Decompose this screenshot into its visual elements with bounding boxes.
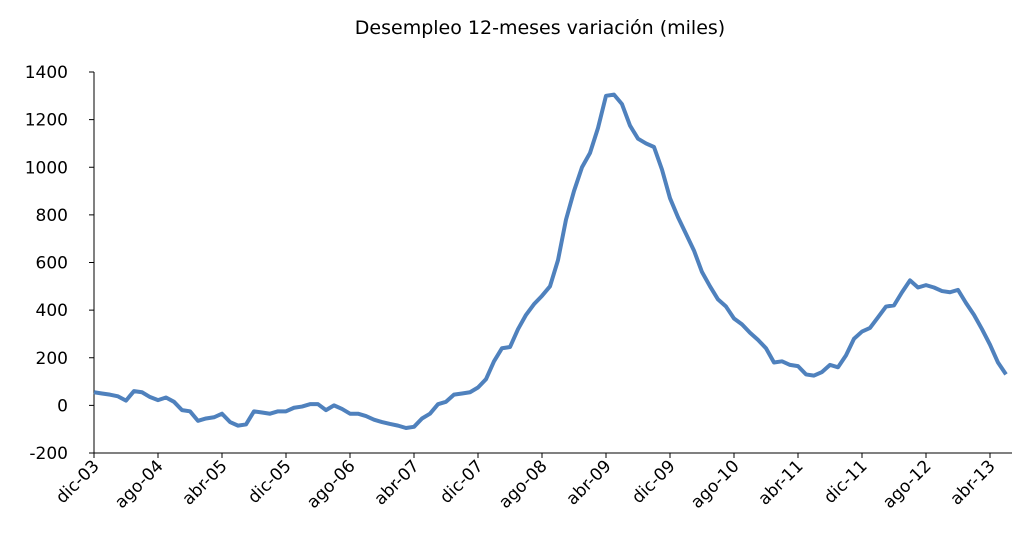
x-tick-label: dic-03 bbox=[52, 456, 103, 507]
y-tick-label: 600 bbox=[36, 254, 68, 274]
x-tick-label: ago-06 bbox=[303, 456, 359, 512]
x-tick-label: abr-13 bbox=[947, 456, 1000, 509]
x-tick-label: dic-09 bbox=[628, 456, 679, 507]
x-tick-label: ago-04 bbox=[111, 456, 167, 512]
y-tick-label: 1400 bbox=[25, 63, 68, 83]
x-tick-label: ago-12 bbox=[879, 456, 935, 512]
chart-title: Desempleo 12-meses variación (miles) bbox=[355, 17, 725, 39]
y-tick-label: 1200 bbox=[25, 111, 68, 131]
x-tick-label: ago-08 bbox=[495, 456, 551, 512]
y-tick-label: 400 bbox=[36, 301, 68, 321]
y-tick-label: 0 bbox=[57, 396, 68, 416]
y-tick-label: 1000 bbox=[25, 158, 68, 178]
x-tick-label: abr-11 bbox=[755, 456, 808, 509]
x-tick-label: abr-07 bbox=[371, 456, 424, 509]
x-tick-label: abr-09 bbox=[563, 456, 616, 509]
y-tick-label: 800 bbox=[36, 206, 68, 226]
x-tick-label: dic-07 bbox=[436, 456, 487, 507]
x-tick-label: dic-11 bbox=[820, 456, 871, 507]
x-tick-label: dic-05 bbox=[244, 456, 295, 507]
y-tick-label: 200 bbox=[36, 349, 68, 369]
y-tick-label: -200 bbox=[29, 444, 68, 464]
x-tick-label: abr-05 bbox=[179, 456, 232, 509]
x-tick-label: ago-10 bbox=[687, 456, 743, 512]
line-series bbox=[93, 92, 1008, 430]
